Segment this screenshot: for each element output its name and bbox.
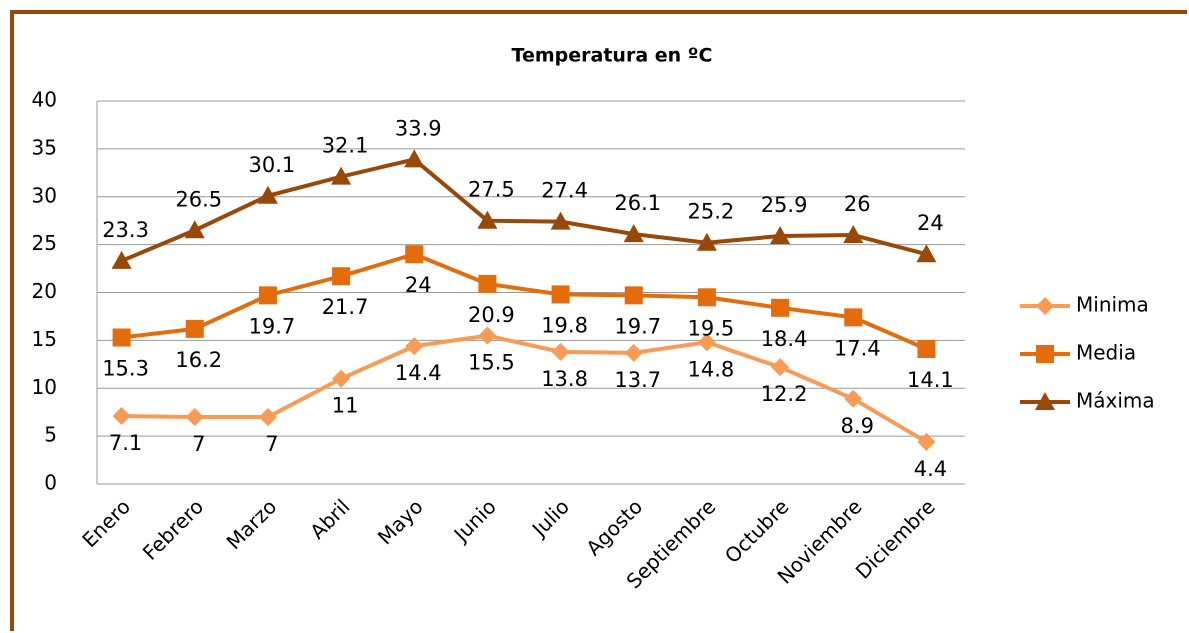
series-line [121,252,928,351]
y-tick-label: 25 [32,231,57,255]
legend-label: Media [1076,341,1136,365]
data-point [551,285,570,304]
data-label: 12.2 [761,382,808,406]
data-point [697,288,716,307]
data-point [917,339,936,358]
data-label: 24 [917,211,944,235]
data-label: 14.1 [907,368,954,392]
data-label: 25.9 [761,193,808,217]
y-tick-label: 0 [44,471,57,495]
data-label: 16.2 [175,348,222,372]
data-label: 19.7 [614,314,661,338]
data-label: 13.7 [614,368,661,392]
y-tick-label: 15 [32,327,57,351]
frame [10,10,1187,631]
data-point [771,358,790,377]
data-point [258,407,277,426]
legend-label: Minima [1076,293,1149,317]
legend-label: Máxima [1076,389,1155,413]
legend-marker [1035,392,1055,410]
data-point [405,337,424,356]
data-label: 26.5 [175,187,222,211]
data-point [404,149,425,168]
data-label: 15.3 [102,357,149,381]
data-point [258,286,277,305]
data-point [843,225,864,244]
data-label: 19.8 [541,313,588,337]
y-tick-label: 40 [32,88,57,112]
data-label: 27.5 [468,178,515,202]
data-point [478,274,497,293]
data-label: 25.2 [688,200,735,224]
data-label: 17.4 [834,336,881,360]
y-tick-label: 20 [32,279,57,303]
data-point [623,224,644,243]
data-point [770,226,791,245]
data-point [185,319,204,338]
data-point [477,210,498,229]
series-line [121,333,928,444]
data-point [257,185,278,204]
data-label: 11 [332,394,359,418]
data-point [184,220,205,239]
data-label: 7 [265,432,278,456]
data-point [916,244,937,263]
series-line [120,157,927,263]
data-label: 27.4 [541,179,588,203]
data-point [332,267,351,286]
data-label: 18.4 [761,327,808,351]
data-label: 26 [844,192,871,216]
data-label: 14.8 [688,357,735,381]
legend-marker [1036,297,1054,315]
data-point [112,328,131,347]
data-point [551,342,570,361]
y-tick-label: 35 [32,135,57,159]
data-label: 14.4 [395,361,442,385]
data-label: 7 [192,432,205,456]
data-label: 24 [405,273,432,297]
data-label: 13.8 [541,367,588,391]
data-label: 4.4 [914,457,947,481]
data-label: 19.7 [249,314,296,338]
data-label: 30.1 [249,153,296,177]
data-label: 33.9 [395,116,442,140]
data-label: 32.1 [322,134,369,158]
data-label: 19.5 [688,316,735,340]
data-point [331,166,352,185]
data-point [624,286,643,305]
data-point [111,250,132,269]
data-label: 21.7 [322,295,369,319]
data-point [332,369,351,388]
chart-title: Temperatura en ºC [512,45,713,67]
data-point [771,298,790,317]
data-label: 7.1 [109,431,142,455]
legend-marker [1036,345,1054,363]
data-point [185,407,204,426]
data-point [405,245,424,264]
data-point [478,326,497,345]
data-point [844,308,863,327]
data-label: 26.1 [614,191,661,215]
data-point [550,211,571,230]
data-point [696,232,717,251]
data-label: 8.9 [841,414,874,438]
y-tick-label: 10 [32,375,57,399]
data-label: 20.9 [468,303,515,327]
y-tick-label: 30 [32,183,57,207]
y-tick-label: 5 [44,423,57,447]
data-label: 15.5 [468,351,515,375]
data-point [112,407,131,426]
data-point [697,333,716,352]
data-point [624,343,643,362]
data-label: 23.3 [102,218,149,242]
data-point [917,432,936,451]
data-point [844,389,863,408]
